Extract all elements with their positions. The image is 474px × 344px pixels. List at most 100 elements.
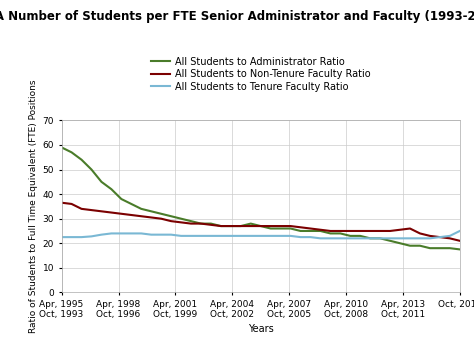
- All Students to Administrator Ratio: [377, 236, 383, 240]
- All Students to Tenure Faculty Ratio: [238, 234, 244, 238]
- All Students to Administrator Ratio: [328, 232, 333, 236]
- All Students to Administrator Ratio: [109, 187, 114, 191]
- All Students to Administrator Ratio: [298, 229, 303, 233]
- All Students to Administrator Ratio: [447, 246, 453, 250]
- All Students to Non-Tenure Faculty Ratio: [288, 224, 293, 228]
- All Students to Administrator Ratio: [69, 150, 74, 154]
- All Students to Non-Tenure Faculty Ratio: [278, 224, 283, 228]
- All Students to Non-Tenure Faculty Ratio: [447, 236, 453, 240]
- All Students to Administrator Ratio: [427, 246, 433, 250]
- All Students to Administrator Ratio: [118, 197, 124, 201]
- All Students to Non-Tenure Faculty Ratio: [298, 225, 303, 229]
- All Students to Administrator Ratio: [148, 209, 154, 213]
- All Students to Tenure Faculty Ratio: [178, 234, 184, 238]
- All Students to Non-Tenure Faculty Ratio: [158, 217, 164, 221]
- All Students to Tenure Faculty Ratio: [397, 236, 403, 240]
- All Students to Tenure Faculty Ratio: [148, 233, 154, 237]
- All Students to Tenure Faculty Ratio: [79, 235, 84, 239]
- All Students to Administrator Ratio: [218, 224, 224, 228]
- All Students to Non-Tenure Faculty Ratio: [79, 207, 84, 211]
- All Students to Non-Tenure Faculty Ratio: [357, 229, 363, 233]
- All Students to Tenure Faculty Ratio: [228, 234, 234, 238]
- All Students to Tenure Faculty Ratio: [278, 234, 283, 238]
- All Students to Non-Tenure Faculty Ratio: [109, 211, 114, 215]
- All Students to Tenure Faculty Ratio: [248, 234, 254, 238]
- All Students to Tenure Faculty Ratio: [427, 236, 433, 240]
- All Students to Non-Tenure Faculty Ratio: [347, 229, 353, 233]
- All Students to Administrator Ratio: [238, 224, 244, 228]
- All Students to Administrator Ratio: [188, 219, 194, 223]
- All Students to Administrator Ratio: [178, 217, 184, 221]
- All Students to Administrator Ratio: [89, 168, 94, 172]
- All Students to Non-Tenure Faculty Ratio: [318, 228, 323, 232]
- All Students to Administrator Ratio: [407, 244, 413, 248]
- All Students to Administrator Ratio: [337, 232, 343, 236]
- All Students to Non-Tenure Faculty Ratio: [397, 228, 403, 232]
- All Students to Tenure Faculty Ratio: [377, 236, 383, 240]
- All Students to Non-Tenure Faculty Ratio: [258, 224, 264, 228]
- All Students to Non-Tenure Faculty Ratio: [387, 229, 393, 233]
- All Students to Administrator Ratio: [158, 212, 164, 216]
- All Students to Administrator Ratio: [128, 202, 134, 206]
- All Students to Administrator Ratio: [198, 222, 204, 226]
- All Students to Tenure Faculty Ratio: [367, 236, 373, 240]
- All Students to Non-Tenure Faculty Ratio: [99, 209, 104, 213]
- All Students to Tenure Faculty Ratio: [447, 234, 453, 238]
- All Students to Non-Tenure Faculty Ratio: [228, 224, 234, 228]
- All Students to Tenure Faculty Ratio: [138, 232, 144, 236]
- All Students to Non-Tenure Faculty Ratio: [89, 208, 94, 212]
- All Students to Administrator Ratio: [228, 224, 234, 228]
- All Students to Tenure Faculty Ratio: [258, 234, 264, 238]
- All Students to Administrator Ratio: [308, 229, 313, 233]
- All Students to Non-Tenure Faculty Ratio: [238, 224, 244, 228]
- Line: All Students to Administrator Ratio: All Students to Administrator Ratio: [62, 148, 460, 249]
- All Students to Non-Tenure Faculty Ratio: [367, 229, 373, 233]
- All Students to Tenure Faculty Ratio: [318, 236, 323, 240]
- All Students to Non-Tenure Faculty Ratio: [268, 224, 273, 228]
- All Students to Tenure Faculty Ratio: [168, 233, 174, 237]
- All Students to Tenure Faculty Ratio: [268, 234, 273, 238]
- All Students to Administrator Ratio: [417, 244, 423, 248]
- All Students to Administrator Ratio: [278, 226, 283, 230]
- All Students to Non-Tenure Faculty Ratio: [128, 213, 134, 217]
- All Students to Non-Tenure Faculty Ratio: [427, 234, 433, 238]
- All Students to Tenure Faculty Ratio: [308, 235, 313, 239]
- All Students to Non-Tenure Faculty Ratio: [138, 214, 144, 218]
- All Students to Administrator Ratio: [367, 236, 373, 240]
- All Students to Tenure Faculty Ratio: [208, 234, 214, 238]
- All Students to Administrator Ratio: [437, 246, 443, 250]
- All Students to Tenure Faculty Ratio: [99, 233, 104, 237]
- Legend: All Students to Administrator Ratio, All Students to Non-Tenure Faculty Ratio, A: All Students to Administrator Ratio, All…: [147, 53, 374, 96]
- All Students to Tenure Faculty Ratio: [118, 232, 124, 236]
- All Students to Tenure Faculty Ratio: [218, 234, 224, 238]
- All Students to Non-Tenure Faculty Ratio: [377, 229, 383, 233]
- All Students to Tenure Faculty Ratio: [288, 234, 293, 238]
- All Students to Non-Tenure Faculty Ratio: [208, 223, 214, 227]
- All Students to Non-Tenure Faculty Ratio: [178, 220, 184, 224]
- All Students to Non-Tenure Faculty Ratio: [328, 229, 333, 233]
- All Students to Administrator Ratio: [59, 146, 64, 150]
- All Students to Tenure Faculty Ratio: [89, 234, 94, 238]
- All Students to Non-Tenure Faculty Ratio: [148, 215, 154, 219]
- All Students to Non-Tenure Faculty Ratio: [437, 235, 443, 239]
- All Students to Non-Tenure Faculty Ratio: [417, 232, 423, 236]
- All Students to Administrator Ratio: [208, 222, 214, 226]
- All Students to Administrator Ratio: [258, 224, 264, 228]
- All Students to Administrator Ratio: [79, 158, 84, 162]
- All Students to Tenure Faculty Ratio: [298, 235, 303, 239]
- All Students to Tenure Faculty Ratio: [347, 236, 353, 240]
- All Students to Administrator Ratio: [318, 229, 323, 233]
- All Students to Non-Tenure Faculty Ratio: [457, 239, 463, 243]
- All Students to Tenure Faculty Ratio: [158, 233, 164, 237]
- All Students to Administrator Ratio: [347, 234, 353, 238]
- All Students to Administrator Ratio: [248, 222, 254, 226]
- Text: UCLA Number of Students per FTE Senior Administrator and Faculty (1993-2014): UCLA Number of Students per FTE Senior A…: [0, 10, 474, 23]
- All Students to Administrator Ratio: [168, 214, 174, 218]
- All Students to Tenure Faculty Ratio: [417, 236, 423, 240]
- All Students to Non-Tenure Faculty Ratio: [248, 224, 254, 228]
- All Students to Non-Tenure Faculty Ratio: [337, 229, 343, 233]
- All Students to Non-Tenure Faculty Ratio: [59, 201, 64, 205]
- All Students to Administrator Ratio: [268, 226, 273, 230]
- All Students to Tenure Faculty Ratio: [198, 234, 204, 238]
- All Students to Administrator Ratio: [99, 180, 104, 184]
